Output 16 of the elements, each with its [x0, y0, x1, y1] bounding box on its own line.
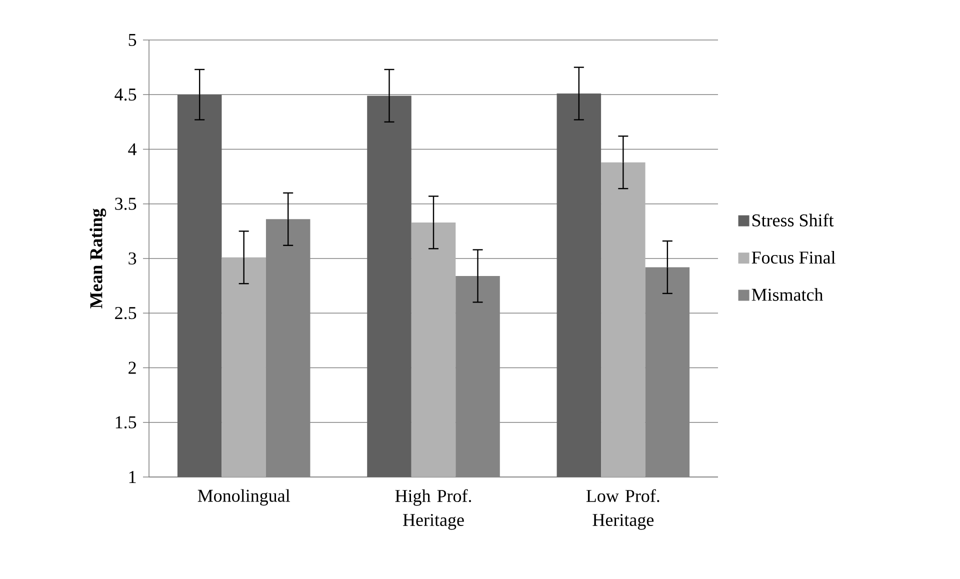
x-tick-label: Monolingual	[198, 489, 290, 506]
x-tick-label: High Prof. Heritage	[395, 489, 472, 530]
y-tick-label: 2	[128, 362, 136, 374]
legend-label: Stress Shift	[752, 214, 834, 226]
y-tick-label: 3.5	[115, 198, 136, 210]
legend-label: Mismatch	[752, 288, 824, 301]
y-tick-label: 3	[128, 252, 136, 265]
y-tick-label: 1	[129, 471, 136, 483]
y-axis-title: Mean Rating	[90, 208, 106, 308]
y-tick-label: 4.5	[114, 88, 136, 101]
y-tick-label: 5	[128, 34, 136, 46]
y-tick-label: 1.5	[116, 416, 136, 428]
x-tick-label: Low Prof. Heritage	[586, 489, 660, 530]
y-tick-label: 4	[128, 143, 137, 156]
legend-label: Focus Final	[752, 250, 836, 264]
y-tick-label: 2.5	[115, 307, 136, 320]
